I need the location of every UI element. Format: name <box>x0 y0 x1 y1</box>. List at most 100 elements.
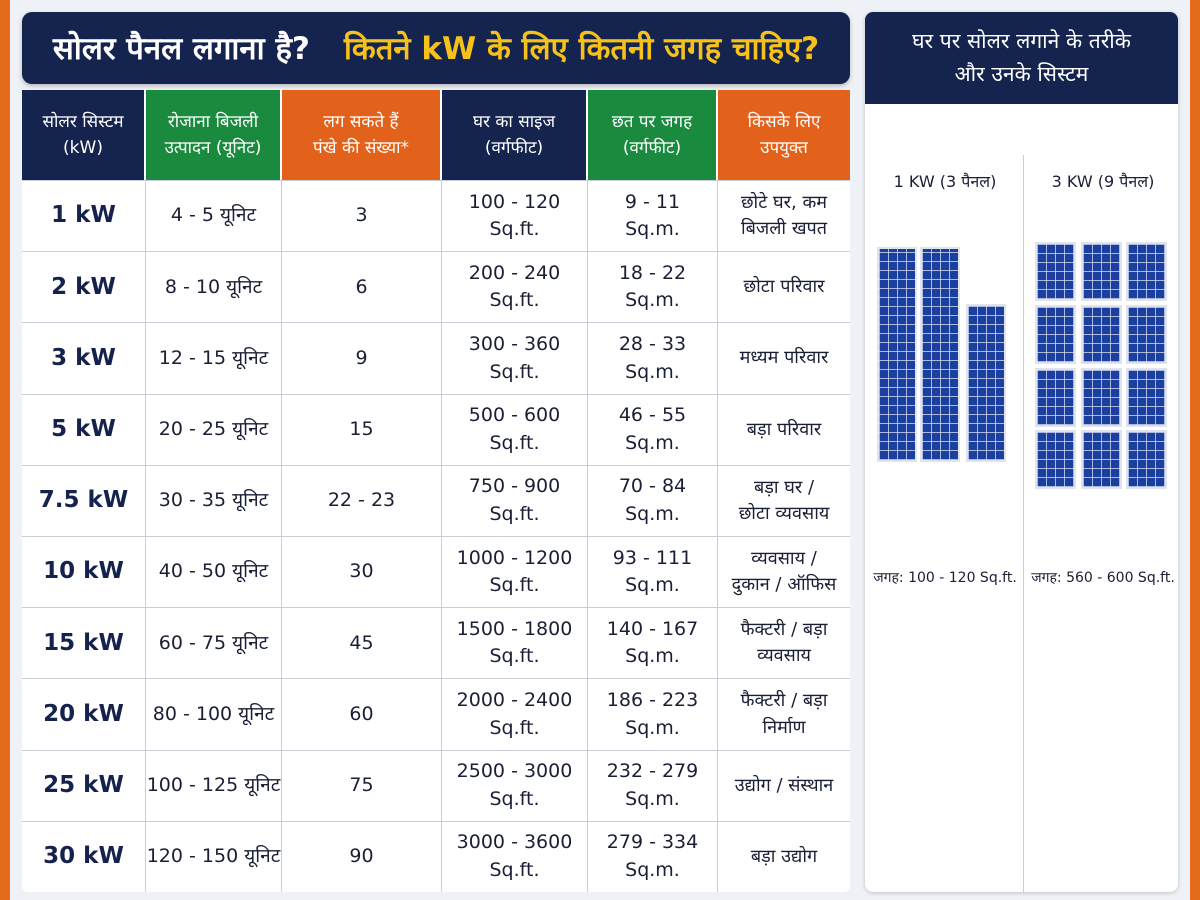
system-1kw-label: 1 KW (3 पैनल) <box>893 172 997 191</box>
cell-house-size: 3000 - 3600 Sq.ft. <box>442 821 588 892</box>
cell-house-size: 100 - 120 Sq.ft. <box>442 181 588 252</box>
table-row: 1 kW 4 - 5 यूनिट 3 100 - 120 Sq.ft. 9 - … <box>22 180 850 252</box>
table-row: 3 kW 12 - 15 यूनिट 9 300 - 360 Sq.ft. 28… <box>22 322 850 394</box>
cell-suitable-for: छोटा परिवार <box>743 276 825 298</box>
cell-roof-space: 232 - 279 Sq.m. <box>588 750 718 821</box>
cell-house-size: 750 - 900 Sq.ft. <box>442 465 588 537</box>
cell-roof-space: 9 - 11 Sq.m. <box>588 181 718 252</box>
cell-house-size: 2500 - 3000 Sq.ft. <box>442 750 588 821</box>
cell-house-size: 300 - 360 Sq.ft. <box>442 323 588 394</box>
cell-daily-units: 20 - 25 यूनिट <box>146 394 282 465</box>
table-row: 15 kW 60 - 75 यूनिट 45 1500 - 1800 Sq.ft… <box>22 607 850 679</box>
solar-panel <box>1035 305 1076 364</box>
table-row: 5 kW 20 - 25 यूनिट 15 500 - 600 Sq.ft. 4… <box>22 393 850 465</box>
header-house-size: घर का साइज (वर्गफीट) <box>442 90 588 180</box>
cell-suitable-for: फैक्टरी / बड़ा व्यवसाय <box>740 619 828 667</box>
table-row: 7.5 kW 30 - 35 यूनिट 22 - 23 750 - 900 S… <box>22 464 850 537</box>
cell-fan-count: 90 <box>282 821 442 892</box>
cell-kw: 7.5 kW <box>22 465 146 537</box>
cell-fan-count: 6 <box>282 252 442 323</box>
installation-panel: घर पर सोलर लगाने के तरीके और उनके सिस्टम… <box>865 12 1178 892</box>
header-system-kw: सोलर सिस्टम (kW) <box>22 90 146 180</box>
cell-suitable-for: बड़ा घर / छोटा व्यवसाय <box>738 476 830 524</box>
cell-roof-space: 93 - 111 Sq.m. <box>588 537 718 608</box>
cell-fan-count: 30 <box>282 537 442 608</box>
cell-kw: 10 kW <box>22 537 146 608</box>
header-daily-units: रोजाना बिजली उत्पादन (यूनिट) <box>146 90 282 180</box>
system-3kw-area: जगह: 560 - 600 Sq.ft. <box>1031 570 1175 586</box>
cell-kw: 20 kW <box>22 679 146 750</box>
table-row: 25 kW 100 - 125 यूनिट 75 2500 - 3000 Sq.… <box>22 749 850 821</box>
title-banner: सोलर पैनल लगाना है? कितने kW के लिए कितन… <box>22 12 850 84</box>
solar-panel <box>1035 368 1076 427</box>
table-header-row: सोलर सिस्टम (kW) रोजाना बिजली उत्पादन (य… <box>22 90 850 180</box>
cell-roof-space: 46 - 55 Sq.m. <box>588 394 718 465</box>
cell-suitable-for: छोटे घर, कम बिजली खपत <box>740 192 828 240</box>
table-row: 2 kW 8 - 10 यूनिट 6 200 - 240 Sq.ft. 18 … <box>22 251 850 323</box>
cell-fan-count: 75 <box>282 750 442 821</box>
cell-house-size: 1000 - 1200 Sq.ft. <box>442 537 588 608</box>
solar-panel <box>966 304 1006 462</box>
cell-roof-space: 279 - 334 Sq.m. <box>588 821 718 892</box>
cell-suitable-for: फैक्टरी / बड़ा निर्माण <box>740 690 828 738</box>
solar-panel <box>1035 242 1076 301</box>
cell-daily-units: 40 - 50 यूनिट <box>146 537 282 608</box>
divider <box>1023 155 1024 892</box>
cell-house-size: 200 - 240 Sq.ft. <box>442 252 588 323</box>
cell-fan-count: 22 - 23 <box>282 465 442 537</box>
system-1kw-area: जगह: 100 - 120 Sq.ft. <box>873 570 1017 586</box>
title-subtitle: कितने kW के लिए कितनी जगह चाहिए? <box>343 31 820 67</box>
cell-daily-units: 80 - 100 यूनिट <box>146 679 282 750</box>
solar-panel <box>920 247 960 462</box>
installation-title: घर पर सोलर लगाने के तरीके और उनके सिस्टम <box>865 12 1178 104</box>
table-row: 10 kW 40 - 50 यूनिट 30 1000 - 1200 Sq.ft… <box>22 536 850 608</box>
solar-panel <box>877 247 917 462</box>
system-3kw-label: 3 KW (9 पैनल) <box>1051 172 1155 191</box>
cell-daily-units: 4 - 5 यूनिट <box>146 181 282 252</box>
cell-roof-space: 140 - 167 Sq.m. <box>588 608 718 679</box>
header-fan-count: लग सकते हैं पंखे की संख्या* <box>282 90 442 180</box>
header-roof-space: छत पर जगह (वर्गफीट) <box>588 90 718 180</box>
solar-panel <box>1081 368 1122 427</box>
cell-daily-units: 8 - 10 यूनिट <box>146 252 282 323</box>
solar-panel <box>1081 242 1122 301</box>
solar-panel <box>1081 430 1122 489</box>
cell-kw: 15 kW <box>22 608 146 679</box>
cell-daily-units: 12 - 15 यूनिट <box>146 323 282 394</box>
solar-panel <box>1081 305 1122 364</box>
solar-table: सोलर सिस्टम (kW) रोजाना बिजली उत्पादन (य… <box>22 90 850 892</box>
cell-kw: 5 kW <box>22 394 146 465</box>
cell-kw: 25 kW <box>22 750 146 821</box>
cell-house-size: 2000 - 2400 Sq.ft. <box>442 679 588 750</box>
cell-roof-space: 28 - 33 Sq.m. <box>588 323 718 394</box>
cell-fan-count: 3 <box>282 181 442 252</box>
cell-roof-space: 18 - 22 Sq.m. <box>588 252 718 323</box>
table-row: 30 kW 120 - 150 यूनिट 90 3000 - 3600 Sq.… <box>22 820 850 892</box>
title-question: सोलर पैनल लगाना है? <box>52 31 310 67</box>
cell-roof-space: 70 - 84 Sq.m. <box>588 465 718 537</box>
solar-panel <box>1035 430 1076 489</box>
header-suitable-for: किसके लिए उपयुक्त <box>718 90 850 180</box>
table-row: 20 kW 80 - 100 यूनिट 60 2000 - 2400 Sq.f… <box>22 678 850 750</box>
cell-suitable-for: बड़ा उद्योग <box>750 845 818 867</box>
cell-suitable-for: उद्योग / संस्थान <box>734 774 834 796</box>
cell-fan-count: 9 <box>282 323 442 394</box>
solar-panel <box>1126 242 1167 301</box>
cell-kw: 3 kW <box>22 323 146 394</box>
cell-house-size: 500 - 600 Sq.ft. <box>442 394 588 465</box>
solar-panel <box>1126 430 1167 489</box>
cell-fan-count: 15 <box>282 394 442 465</box>
solar-panel <box>1126 368 1167 427</box>
cell-house-size: 1500 - 1800 Sq.ft. <box>442 608 588 679</box>
solar-panel <box>1126 305 1167 364</box>
cell-fan-count: 60 <box>282 679 442 750</box>
cell-kw: 2 kW <box>22 252 146 323</box>
cell-daily-units: 100 - 125 यूनिट <box>146 750 282 821</box>
cell-fan-count: 45 <box>282 608 442 679</box>
cell-suitable-for: मध्यम परिवार <box>739 347 829 369</box>
cell-daily-units: 60 - 75 यूनिट <box>146 608 282 679</box>
cell-daily-units: 120 - 150 यूनिट <box>146 821 282 892</box>
cell-daily-units: 30 - 35 यूनिट <box>146 465 282 537</box>
cell-roof-space: 186 - 223 Sq.m. <box>588 679 718 750</box>
cell-suitable-for: व्यवसाय / दुकान / ऑफिस <box>731 548 837 596</box>
